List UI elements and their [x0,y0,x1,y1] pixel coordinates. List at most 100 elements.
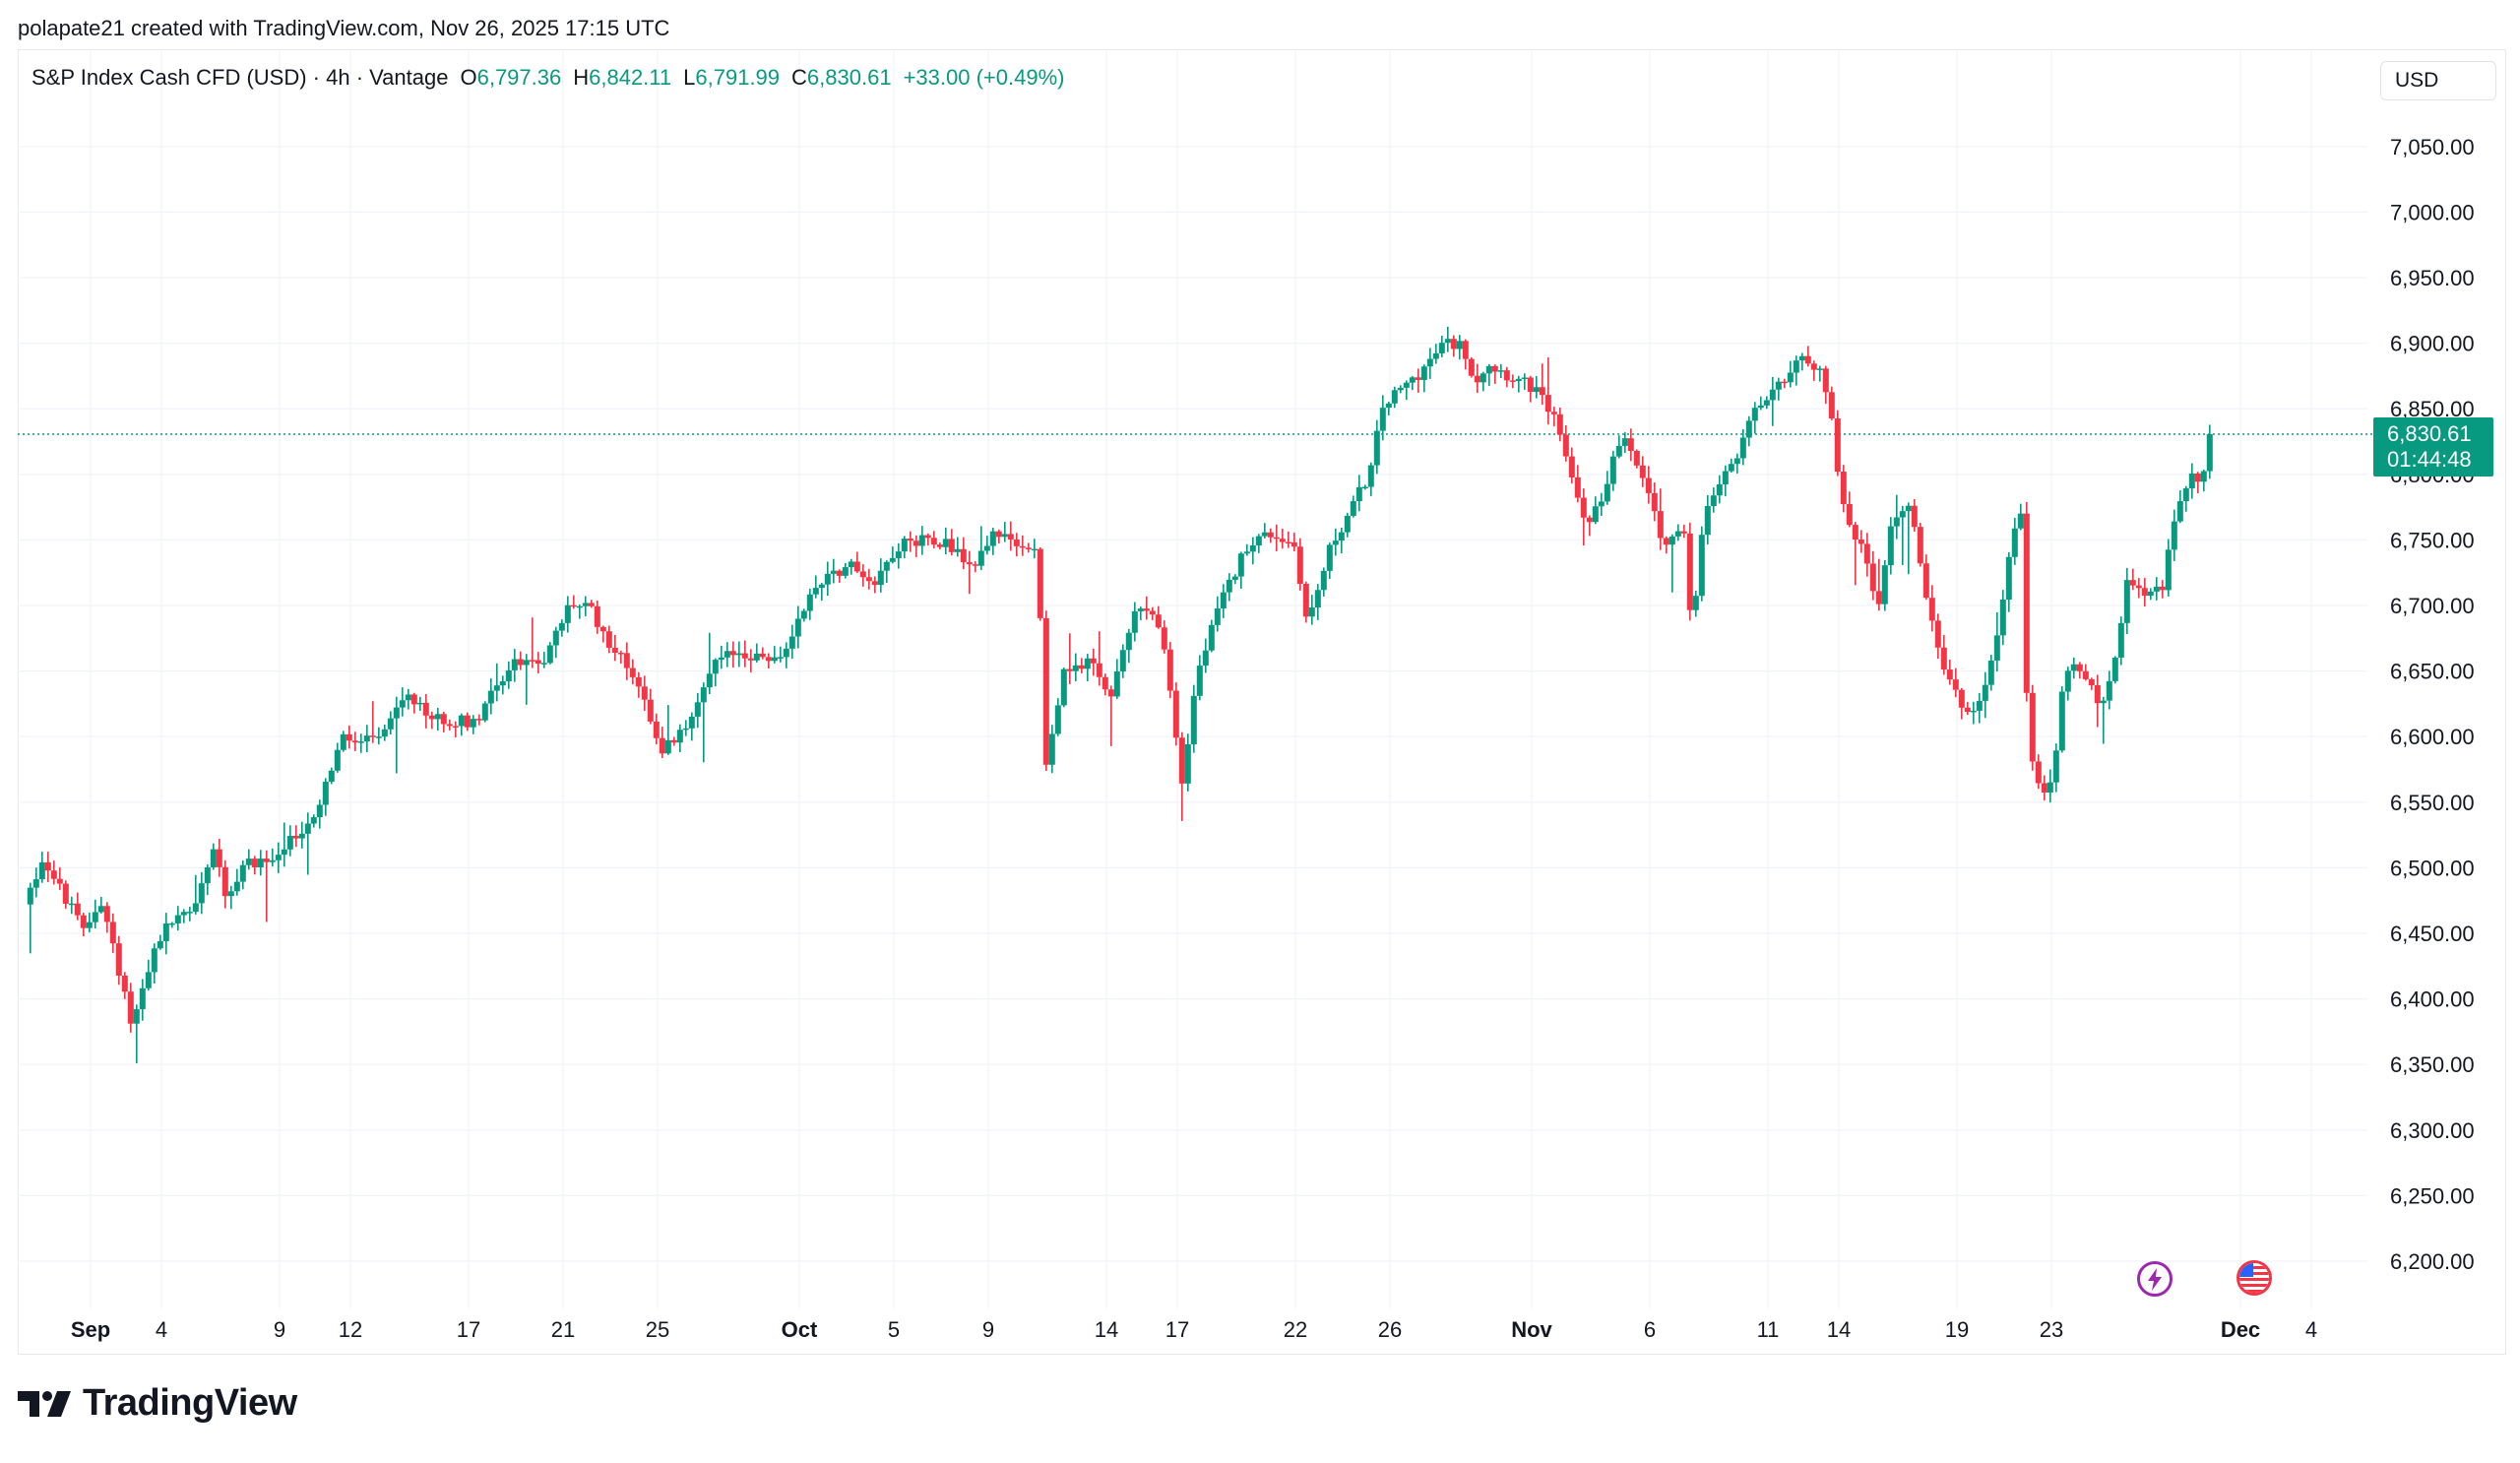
candle [1964,702,1971,716]
candle [1987,655,1994,691]
candle [552,626,559,659]
candle [1072,653,1079,681]
x-tick-label: 23 [2040,1317,2063,1342]
candle [1450,335,1457,357]
x-tick-label: 9 [274,1317,285,1342]
candle [588,600,595,608]
candle [1409,375,1416,391]
candle [594,601,600,634]
x-tick-label: 9 [982,1317,994,1342]
candle [375,727,382,745]
x-tick-label: Sep [71,1317,110,1342]
candle [1822,365,1829,405]
candle [2176,489,2183,524]
candle [1231,574,1238,585]
candle [1940,634,1947,675]
candle [948,529,955,556]
y-axis-labels: 6,200.00 6,250.00 6,300.00 6,350.00 6,400.00… [2390,135,2475,1274]
candle [239,859,246,890]
us-flag-icon[interactable] [2236,1260,2272,1296]
y-tick-label: 6,350.00 [2390,1052,2475,1077]
price-tag-countdown: 01:44:48 [2387,447,2472,472]
candle [1769,376,1776,426]
candle [2106,670,2112,710]
candle [582,596,589,616]
candle [1627,428,1634,462]
lightning-icon[interactable] [2137,1261,2173,1297]
candle [2064,667,2071,701]
candle [434,707,441,732]
candle [2159,580,2166,599]
candle [1379,395,1386,441]
candle [1243,543,1250,556]
candle [812,575,819,599]
candle [1846,491,1853,528]
candle [1096,631,1102,686]
candle [346,725,352,749]
candle [1415,368,1421,393]
y-tick-label: 7,050.00 [2390,135,2475,159]
candle [1604,471,1610,505]
candle [410,692,417,714]
candle [1497,363,1504,379]
candle [942,527,949,554]
candle [558,619,565,637]
candle [56,866,63,890]
candle [842,563,849,579]
candle [1781,378,1788,389]
candle [32,867,39,898]
candle [1143,596,1150,620]
x-tick-label: 6 [1644,1317,1656,1342]
candle [97,896,104,914]
candle [1739,428,1746,466]
candle [1698,526,1705,602]
candle [1733,453,1740,474]
candle [139,979,146,1021]
candle [1308,595,1315,625]
candle [493,663,500,702]
candle [1503,366,1510,388]
candle [1562,424,1569,462]
candle [877,558,884,593]
candle [1249,537,1256,565]
x-tick-label: 4 [2305,1317,2317,1342]
candle [1881,560,1888,611]
candle [1686,522,1693,621]
candle [316,799,323,829]
chart-frame[interactable] [18,49,2506,1355]
candle [1609,450,1616,491]
candle [1285,531,1292,548]
candle [1869,550,1876,601]
candle [913,535,919,557]
currency-button[interactable]: USD [2380,61,2496,100]
candle [1999,590,2006,646]
candle [535,652,541,673]
candle [1420,364,1427,393]
candle [647,688,654,725]
change-value: +33.00 (+0.49%) [903,65,1065,90]
candle [74,892,81,921]
candle [1710,487,1717,513]
candle [44,852,51,882]
candle [310,814,317,828]
candle [1840,465,1847,513]
candle [706,632,713,695]
candle [487,678,494,715]
candle [399,687,406,717]
tradingview-logo[interactable]: TradingView [18,1382,297,1425]
candle [611,634,618,662]
candle [499,675,506,695]
x-tick-label: 17 [1166,1317,1189,1342]
candle [930,531,937,548]
candle [2011,517,2018,565]
candle [2206,424,2213,479]
candle [369,701,376,743]
candle [1137,606,1144,621]
candle [1657,488,1664,550]
candle [1226,573,1232,602]
candle [700,682,707,763]
x-tick-label: 5 [888,1317,900,1342]
candlestick-chart[interactable]: 6,200.00 6,250.00 6,300.00 6,350.00 6,400.00… [0,0,2520,1359]
candle [765,653,772,668]
candle [1946,660,1953,685]
